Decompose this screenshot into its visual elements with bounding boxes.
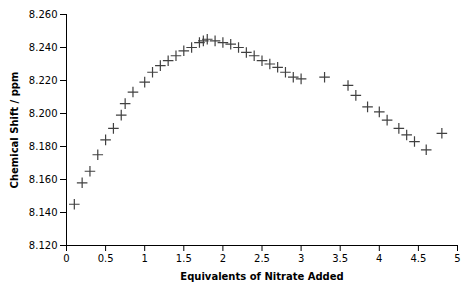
svg-text:2: 2	[220, 253, 226, 264]
svg-text:8.260: 8.260	[29, 9, 58, 20]
svg-text:0.5: 0.5	[98, 253, 114, 264]
svg-text:1.5: 1.5	[176, 253, 192, 264]
svg-text:8.240: 8.240	[29, 42, 58, 53]
svg-text:3.5: 3.5	[332, 253, 348, 264]
svg-text:8.160: 8.160	[29, 174, 58, 185]
svg-text:Chemical Shift / ppm: Chemical Shift / ppm	[9, 72, 20, 189]
svg-text:8.180: 8.180	[29, 141, 58, 152]
svg-text:2.5: 2.5	[254, 253, 270, 264]
svg-text:5: 5	[454, 253, 460, 264]
svg-text:0: 0	[63, 253, 69, 264]
svg-text:Equivalents of Nitrate Added: Equivalents of Nitrate Added	[180, 271, 343, 282]
svg-text:1: 1	[142, 253, 148, 264]
svg-text:3: 3	[298, 253, 304, 264]
svg-text:8.220: 8.220	[29, 75, 58, 86]
svg-text:8.200: 8.200	[29, 108, 58, 119]
svg-text:4: 4	[376, 253, 382, 264]
svg-text:8.120: 8.120	[29, 240, 58, 251]
svg-text:8.140: 8.140	[29, 207, 58, 218]
svg-text:4.5: 4.5	[410, 253, 426, 264]
